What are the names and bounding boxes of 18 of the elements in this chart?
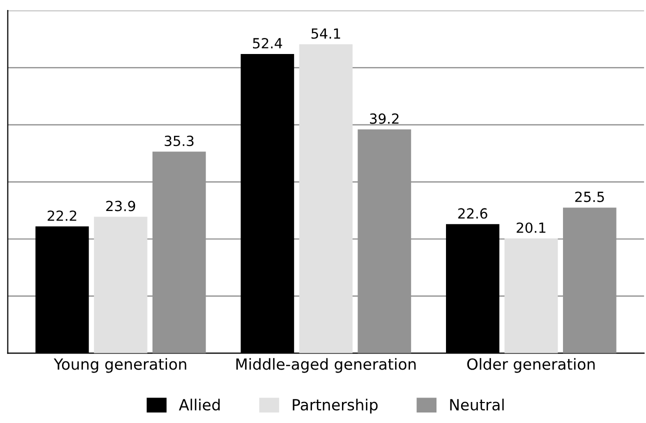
- legend-label: Allied: [178, 398, 220, 411]
- bar: [504, 238, 558, 354]
- data-label: 39.2: [370, 113, 398, 124]
- data-label: 23.9: [106, 200, 136, 212]
- data-label: 20.1: [516, 222, 546, 233]
- legend-label: Neutral: [450, 398, 504, 411]
- bar: [299, 44, 353, 354]
- legend-label: Partnership: [292, 398, 378, 414]
- bar: [94, 216, 148, 354]
- x-tick-label: Older generation: [467, 358, 595, 373]
- data-label: 22.2: [48, 210, 76, 221]
- data-label: 35.3: [164, 136, 194, 146]
- data-label: 22.6: [458, 208, 488, 219]
- data-label: 54.1: [312, 28, 340, 39]
- x-tick-label: Middle-aged generation: [236, 358, 416, 373]
- x-tick-label: Young generation: [54, 358, 186, 373]
- data-label: 25.5: [575, 192, 604, 202]
- data-label: 52.4: [253, 38, 282, 49]
